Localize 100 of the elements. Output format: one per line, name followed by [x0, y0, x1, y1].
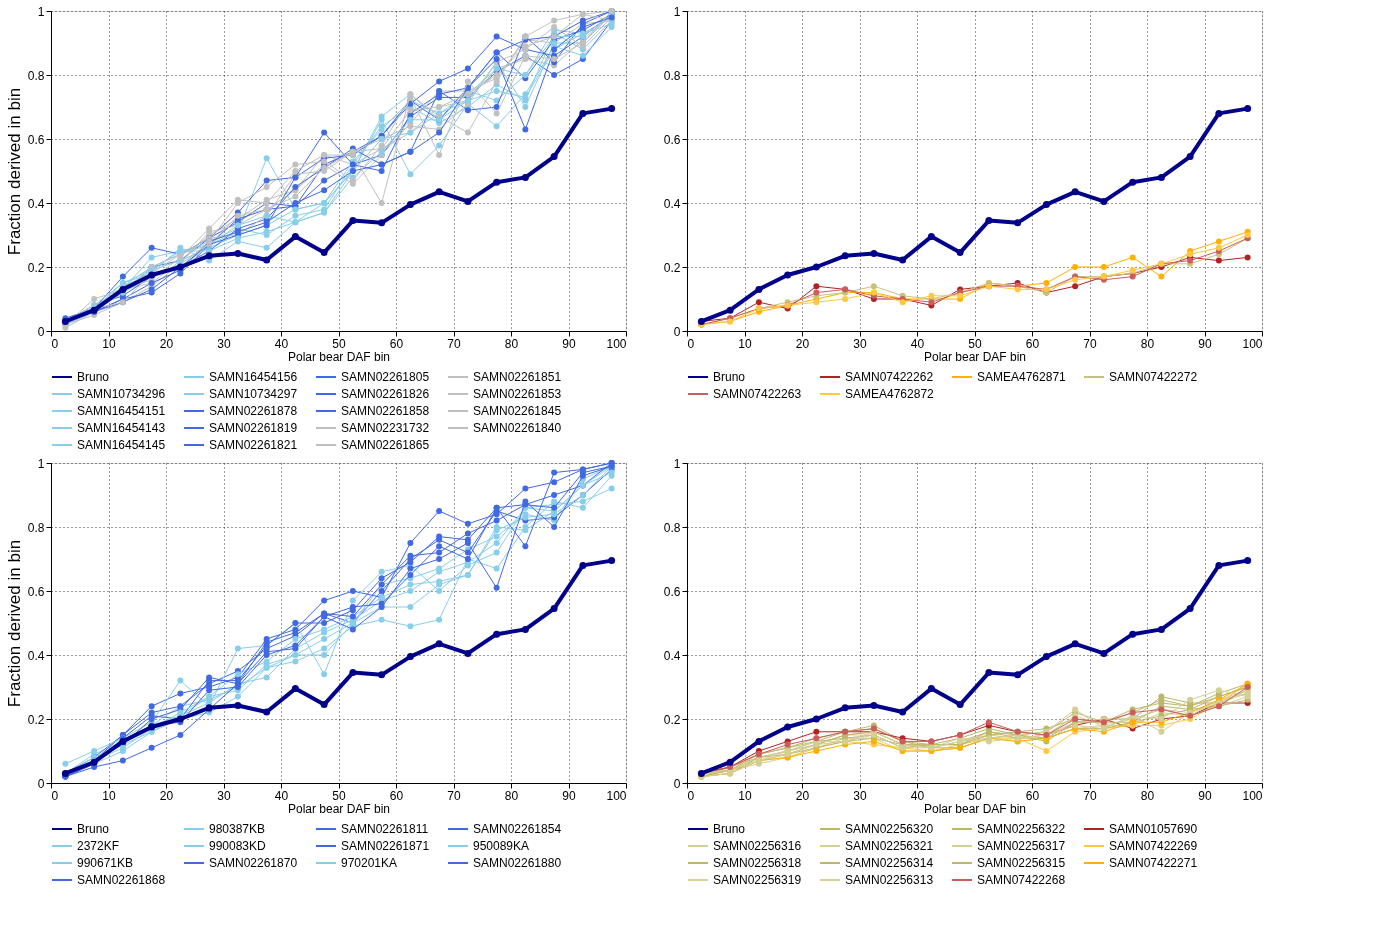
x-tick-label: 50	[968, 336, 982, 351]
y-tick-label: 0.8	[663, 520, 681, 535]
x-tick-label: 40	[274, 788, 289, 803]
legend-label: Bruno	[77, 370, 110, 384]
legend-label: SAMN16454145	[77, 438, 166, 452]
y-tick-label: 1	[37, 4, 45, 19]
y-tick-label: 0.6	[27, 584, 45, 599]
x-tick-label: 20	[795, 336, 810, 351]
legend-label: SAMN07422272	[1109, 370, 1198, 384]
y-tick-label: 0.8	[27, 520, 45, 535]
legend-label: SAMN02261840	[473, 421, 562, 435]
legend-label: SAMN01057690	[1109, 822, 1198, 836]
y-tick-label: 1	[673, 456, 681, 471]
x-axis-title: Polar bear DAF bin	[287, 349, 391, 364]
legend-label: SAMN02261805	[341, 370, 430, 384]
x-tick-label: 100	[606, 788, 627, 803]
x-tick-label: 70	[1083, 788, 1097, 803]
x-tick-label: 60	[1025, 788, 1040, 803]
y-tick-label: 0	[37, 776, 45, 791]
legend-label: SAMN02261819	[209, 421, 298, 435]
legend-label: SAMN02261871	[341, 839, 430, 853]
x-tick-label: 70	[447, 336, 461, 351]
y-tick-label: 0	[673, 324, 681, 339]
x-tick-label: 40	[274, 336, 289, 351]
legend-label: SAMN02256315	[977, 856, 1066, 870]
x-tick-label: 10	[738, 788, 752, 803]
y-tick-label: 0.6	[663, 584, 681, 599]
legend-label: SAMN02256316	[713, 839, 802, 853]
legend-label: SAMN02261821	[209, 438, 298, 452]
y-tick-label: 1	[37, 456, 45, 471]
legend-label: SAMN10734296	[77, 387, 166, 401]
x-tick-label: 80	[1140, 788, 1155, 803]
x-tick-label: 10	[102, 788, 116, 803]
legend-label: 950089KA	[473, 839, 530, 853]
x-tick-label: 90	[1198, 336, 1212, 351]
y-tick-label: 0.2	[663, 712, 681, 727]
y-tick-label: 0.4	[27, 648, 45, 663]
x-tick-label: 10	[738, 336, 752, 351]
legend-label: SAMN02261826	[341, 387, 430, 401]
x-tick-label: 60	[1025, 336, 1040, 351]
legend-label: SAMN02261878	[209, 404, 298, 418]
legend-label: SAMN02256322	[977, 822, 1066, 836]
y-tick-label: 0.4	[663, 196, 681, 211]
x-tick-label: 0	[687, 788, 695, 803]
y-tick-label: 0	[673, 776, 681, 791]
x-tick-label: 30	[853, 336, 867, 351]
y-tick-label: 0.4	[663, 648, 681, 663]
legend-label: 990083KD	[209, 839, 267, 853]
legend-label: 970201KA	[341, 856, 398, 870]
x-tick-label: 0	[51, 788, 59, 803]
legend-label: SAMN02261868	[77, 873, 166, 887]
legend-label: SAMN02256319	[713, 873, 802, 887]
x-tick-label: 10	[102, 336, 116, 351]
y-tick-label: 0.6	[663, 132, 681, 147]
legend-label: SAMN02256321	[845, 839, 934, 853]
x-axis-title: Polar bear DAF bin	[287, 801, 391, 816]
x-tick-label: 30	[853, 788, 867, 803]
legend-label: SAMN02261811	[341, 822, 429, 836]
y-tick-label: 0	[37, 324, 45, 339]
x-tick-label: 20	[795, 788, 810, 803]
legend-label: 2372KF	[77, 839, 120, 853]
legend-label: SAMN02261880	[473, 856, 562, 870]
x-tick-label: 80	[504, 336, 519, 351]
legend-label: SAMN02261845	[473, 404, 562, 418]
y-tick-label: 0.4	[27, 196, 45, 211]
y-tick-label: 0.8	[27, 68, 45, 83]
x-tick-label: 0	[51, 336, 59, 351]
legend-label: SAMN02261853	[473, 387, 562, 401]
x-axis-title: Polar bear DAF bin	[923, 801, 1027, 816]
legend-label: SAMN16454143	[77, 421, 166, 435]
legend-label: SAMN07422269	[1109, 839, 1198, 853]
legend-label: Bruno	[77, 822, 110, 836]
x-tick-label: 40	[910, 336, 925, 351]
y-tick-label: 0.2	[27, 260, 45, 275]
x-tick-label: 30	[217, 788, 231, 803]
legend-label: SAMN07422263	[713, 387, 802, 401]
legend-label: Bruno	[713, 370, 746, 384]
legend-label: SAMN02261854	[473, 822, 562, 836]
x-tick-label: 50	[332, 788, 346, 803]
x-tick-label: 20	[159, 788, 174, 803]
legend-label: SAMN02256320	[845, 822, 934, 836]
y-tick-label: 0.8	[663, 68, 681, 83]
x-tick-label: 70	[447, 788, 461, 803]
legend-label: SAMN02261865	[341, 438, 430, 452]
x-tick-label: 30	[217, 336, 231, 351]
y-tick-label: 0.2	[27, 712, 45, 727]
legend-label: SAMN16454151	[77, 404, 166, 418]
legend-label: SAMN02261851	[473, 370, 562, 384]
y-axis-title: Fraction derived in bin	[4, 539, 24, 708]
legend-label: SAMN02256318	[713, 856, 802, 870]
legend-label: 980387KB	[209, 822, 266, 836]
legend-label: SAMN02256317	[977, 839, 1066, 853]
legend-label: SAMN02261858	[341, 404, 430, 418]
y-tick-label: 0.6	[27, 132, 45, 147]
y-tick-label: 1	[673, 4, 681, 19]
x-tick-label: 90	[562, 788, 576, 803]
legend-label: Bruno	[713, 822, 746, 836]
legend-label: SAMN07422271	[1109, 856, 1198, 870]
legend-label: SAMEA4762871	[977, 370, 1067, 384]
x-tick-label: 50	[968, 788, 982, 803]
